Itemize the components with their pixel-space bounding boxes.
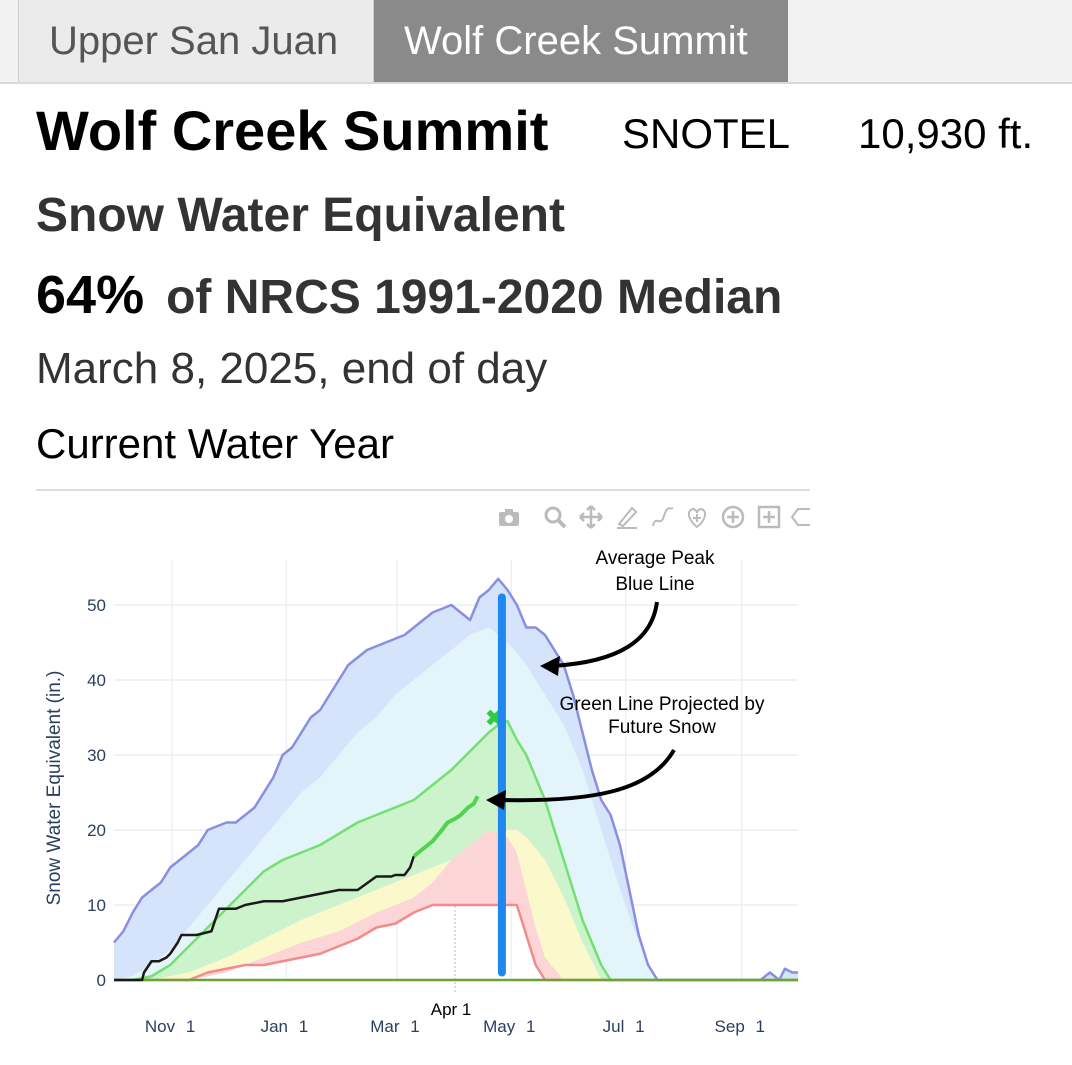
chart-modebar [494,502,810,532]
draw-freeform-icon[interactable] [650,504,676,530]
draw-line-icon[interactable] [614,504,640,530]
x-tick-label: May 1 [483,1017,535,1036]
tab-bar: Upper San Juan Wolf Creek Summit [0,0,1072,84]
camera-icon[interactable] [496,504,522,530]
green-line-note-line2: Future Snow [608,717,716,738]
avg-peak-note-line2: Blue Line [615,574,694,595]
network-label: SNOTEL [622,110,791,157]
green-line-annotation: Green Line Projected by Future Snow [486,694,765,810]
tab-wolf-creek-summit[interactable]: Wolf Creek Summit [374,0,788,82]
zoom-in-icon[interactable] [720,504,746,530]
lasso-icon[interactable] [684,504,710,530]
station-name: Wolf Creek Summit [36,99,549,162]
percent-row: 64% of NRCS 1991-2020 Median [36,264,782,326]
avg-peak-arrow [551,601,659,668]
percent-value: 64% [36,265,145,325]
reset-icon[interactable] [790,504,810,530]
x-tick-label: Jan 1 [261,1017,309,1036]
projection-line [412,795,480,858]
green-line-arrow [499,749,676,803]
zoom-box-icon[interactable] [756,504,782,530]
swe-chart: ✖ 0 10 20 30 40 50 Nov 1 Jan 1 Mar 1 May 1 Jul 1 Se… [44,548,798,1036]
apr1-marker-label: Apr 1 [431,1000,472,1019]
current-year-line [114,855,416,982]
chart-lines: ✖ [113,577,798,982]
y-tick-label: 20 [87,821,106,840]
x-tick-label: Mar 1 [370,1017,419,1036]
avg-peak-note-line1: Average Peak [595,548,715,569]
mid-band [114,721,798,980]
y-tick-label: 30 [87,746,106,765]
report-date: March 8, 2025, end of day [36,344,548,393]
y-tick-label: 0 [97,971,106,990]
station-header: Wolf Creek Summit SNOTEL 10,930 ft. [36,98,1066,164]
y-axis-label: Snow Water Equivalent (in.) [44,671,65,906]
y-tick-label: 40 [87,671,106,690]
chart-subtitle: Current Water Year [36,420,394,467]
green-line-arrowhead [486,790,506,810]
avg-peak-annotation: Average Peak Blue Line [540,548,715,676]
percent-label: of NRCS 1991-2020 Median [166,271,783,324]
x-tick-label: Jul 1 [603,1017,645,1036]
y-tick-label: 10 [87,896,106,915]
avg-peak-arrowhead [540,656,560,676]
tab-upper-san-juan[interactable]: Upper San Juan [18,0,374,82]
x-tick-label: Sep 1 [715,1017,765,1036]
x-tick-label: Nov 1 [145,1017,195,1036]
lower-band [114,830,798,980]
elevation-label: 10,930 ft. [858,110,1034,157]
zoom-icon[interactable] [542,504,568,530]
measure-title: Snow Water Equivalent [36,189,565,242]
y-tick-label: 50 [87,596,106,615]
green-line-note-line1: Green Line Projected by [560,694,765,715]
chart-ticks: 0 10 20 30 40 50 Nov 1 Jan 1 Mar 1 May 1 Jul 1 Sep … [87,596,765,1036]
min-line [114,903,798,982]
upper-band [114,627,798,980]
pan-icon[interactable] [578,504,604,530]
divider [36,489,810,491]
